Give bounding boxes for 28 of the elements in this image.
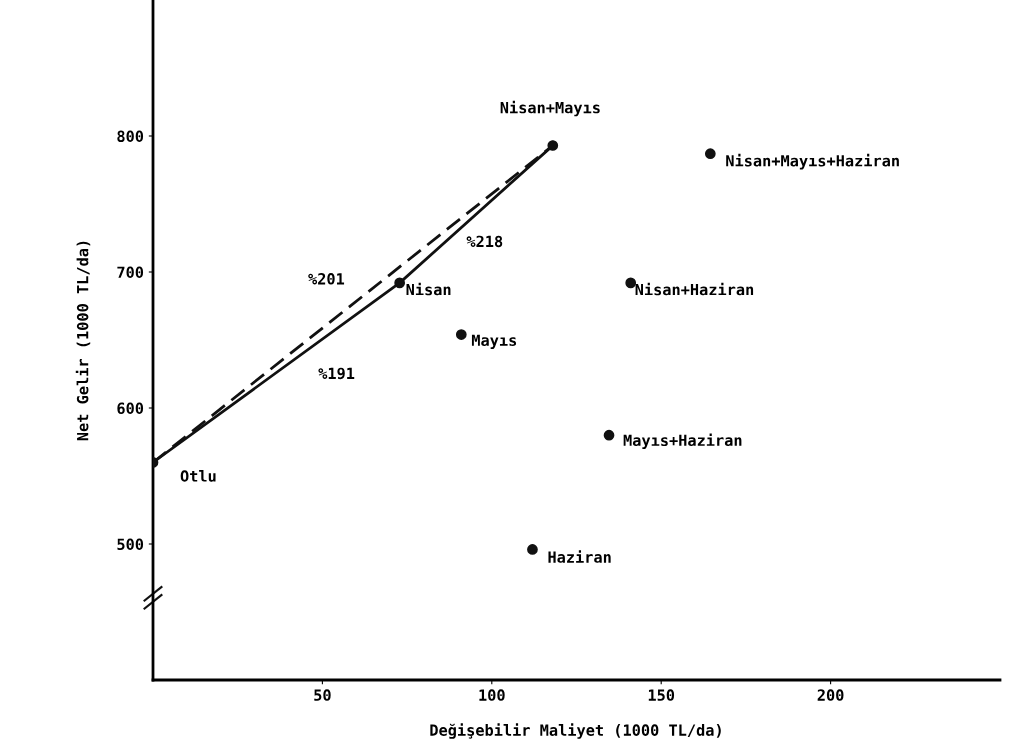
point bbox=[527, 544, 538, 555]
y-tick-label: 500 bbox=[117, 538, 144, 551]
annotation: %191 bbox=[318, 367, 355, 380]
x-tick-label: 50 bbox=[314, 689, 331, 701]
x-tick-label: 200 bbox=[817, 689, 844, 701]
y-tick-label: 800 bbox=[117, 130, 144, 143]
annotation: Nisan+Mayıs bbox=[500, 100, 600, 117]
annotation: Nisan+Haziran bbox=[635, 282, 754, 296]
point bbox=[547, 140, 559, 151]
annotation: Nisan+Mayıs+Haziran bbox=[726, 153, 899, 170]
y-tick-label: 700 bbox=[117, 266, 144, 279]
x-tick-label: 150 bbox=[648, 689, 675, 701]
point bbox=[625, 277, 637, 289]
annotation: Mayıs+Haziran bbox=[623, 433, 742, 449]
point bbox=[394, 277, 405, 289]
point bbox=[455, 329, 467, 340]
annotation: Haziran bbox=[548, 550, 611, 563]
annotation: Mayıs bbox=[471, 334, 517, 349]
y-tick-label: 600 bbox=[117, 402, 144, 415]
point bbox=[603, 429, 615, 441]
point bbox=[704, 148, 716, 160]
annotation: %218 bbox=[466, 235, 503, 248]
x-axis-title: Değişebilir Maliyet (1000 TL/da) bbox=[430, 723, 721, 739]
annotation: %201 bbox=[308, 273, 345, 285]
y-axis-title: Net Gelir (1000 TL/da) bbox=[75, 241, 91, 441]
annotation: Otlu bbox=[180, 470, 216, 482]
x-tick-label: 100 bbox=[479, 689, 505, 701]
annotation: Nisan bbox=[406, 282, 451, 296]
